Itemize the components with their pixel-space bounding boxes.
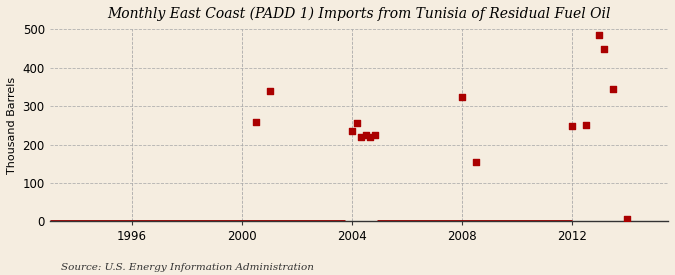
Point	[264, 89, 275, 93]
Point	[599, 46, 610, 51]
Point	[580, 123, 591, 128]
Point	[365, 135, 376, 139]
Point	[594, 33, 605, 37]
Point	[346, 129, 357, 133]
Point	[470, 160, 481, 164]
Title: Monthly East Coast (PADD 1) Imports from Tunisia of Residual Fuel Oil: Monthly East Coast (PADD 1) Imports from…	[107, 7, 611, 21]
Point	[356, 135, 367, 139]
Point	[456, 94, 467, 99]
Text: Source: U.S. Energy Information Administration: Source: U.S. Energy Information Administ…	[61, 263, 314, 272]
Point	[360, 133, 371, 137]
Point	[250, 119, 261, 124]
Point	[622, 217, 632, 222]
Point	[566, 124, 577, 128]
Point	[351, 121, 362, 126]
Point	[608, 87, 618, 91]
Y-axis label: Thousand Barrels: Thousand Barrels	[7, 77, 17, 174]
Point	[369, 133, 380, 137]
